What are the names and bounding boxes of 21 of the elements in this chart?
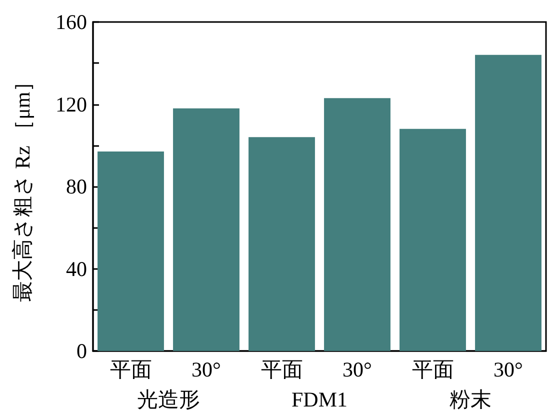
y-tick-label: 120 <box>56 92 87 116</box>
x-tick-label: 30° <box>192 358 221 382</box>
y-tick-label: 80 <box>66 174 87 198</box>
y-tick-label: 160 <box>56 10 87 34</box>
y-axis-title: 最大高さ粗さ Rz ［μm］ <box>10 70 34 302</box>
x-tick-label: 30° <box>342 358 372 382</box>
text: FDM1 <box>291 388 348 412</box>
y-tick-label: 40 <box>66 256 87 281</box>
text: 粉末 <box>450 388 492 412</box>
x-tick-label: 30° <box>494 358 523 382</box>
x-tick-label: 平面 <box>260 358 303 382</box>
bar <box>400 128 466 351</box>
y-tick-label: 0 <box>76 339 87 363</box>
bar <box>248 137 315 351</box>
bar <box>324 98 390 351</box>
text: 光造形 <box>137 388 200 412</box>
bar <box>98 152 164 351</box>
bar <box>475 54 542 351</box>
x-tick-label: 平面 <box>110 358 152 382</box>
x-tick-label: 平面 <box>412 358 454 382</box>
bar <box>173 108 240 351</box>
